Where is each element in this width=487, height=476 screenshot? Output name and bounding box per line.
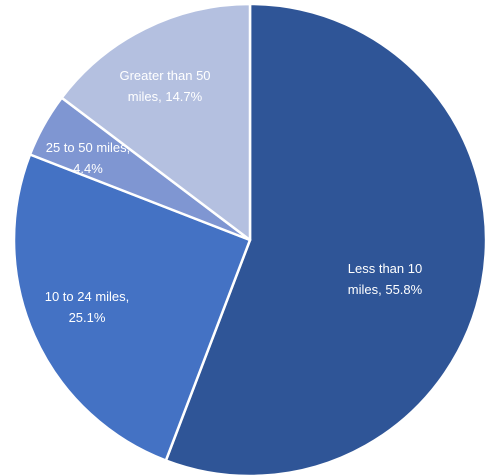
pie-slice-label-line1: 25 to 50 miles,	[46, 140, 131, 155]
pie-slices	[14, 4, 486, 476]
pie-slice-label-line2: 4.4%	[73, 161, 103, 176]
pie-slice-label-line2: 25.1%	[69, 310, 106, 325]
pie-slice-label-line1: Less than 10	[348, 261, 422, 276]
pie-slice-label-line1: Greater than 50	[119, 68, 210, 83]
pie-slice-label-line2: miles, 55.8%	[348, 282, 423, 297]
pie-slice-label-line1: 10 to 24 miles,	[45, 289, 130, 304]
pie-slice-label-line2: miles, 14.7%	[128, 89, 203, 104]
